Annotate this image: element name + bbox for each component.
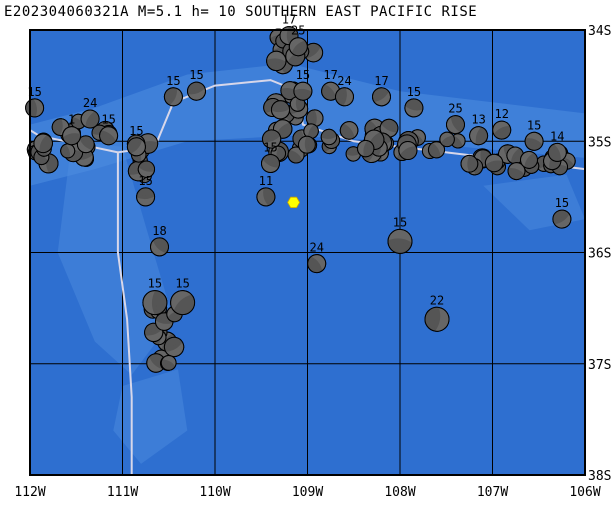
event-depth-label: 15 — [166, 74, 180, 88]
event-depth-label: 15 — [138, 174, 152, 188]
beachball — [187, 81, 206, 101]
beachball — [404, 98, 424, 118]
event-depth-label: 14 — [550, 129, 564, 143]
beachball — [256, 187, 276, 207]
longitude-label: 108W — [384, 485, 415, 500]
beachball — [520, 150, 538, 169]
beachball — [142, 290, 168, 316]
beachball — [424, 306, 450, 332]
latitude-label: 38S — [588, 469, 611, 484]
beachball — [287, 146, 305, 164]
event-depth-label: 15 — [27, 85, 41, 99]
event-depth-label: 24 — [83, 96, 97, 110]
beachball — [126, 137, 146, 157]
event-depth-label: 15 — [175, 277, 189, 291]
beachball — [345, 146, 361, 162]
event-depth-label: 15 — [263, 141, 277, 155]
beachball — [51, 118, 70, 136]
beachball — [80, 109, 100, 129]
event-depth-label: 17 — [374, 74, 388, 88]
beachball — [484, 153, 504, 173]
transform-fault — [116, 152, 133, 475]
beachball — [387, 228, 413, 254]
event-depth-label: 18 — [152, 224, 166, 238]
beachball — [99, 126, 119, 146]
beachball — [372, 87, 391, 107]
beachball — [261, 154, 280, 173]
longitude-label: 107W — [477, 485, 508, 500]
beachball — [136, 187, 156, 207]
beachball — [293, 81, 313, 101]
beachball — [297, 135, 316, 154]
beachball — [160, 355, 177, 371]
event-depth-label: 15 — [296, 68, 310, 82]
beachball — [339, 121, 359, 140]
beachball — [547, 142, 567, 162]
event-depth-label: 15 — [148, 277, 162, 291]
beachball — [137, 160, 156, 178]
beachball — [150, 237, 169, 257]
map-frame — [29, 29, 586, 476]
beachball — [33, 133, 53, 154]
event-depth-label: 17 — [282, 13, 296, 27]
event-depth-label: 22 — [430, 293, 444, 307]
latitude-label: 35S — [588, 135, 611, 150]
beachball — [60, 143, 76, 159]
event-depth-label: 15 — [189, 68, 203, 82]
beachball — [439, 131, 455, 148]
beachball — [307, 254, 327, 274]
event-depth-label: 15 — [101, 113, 115, 127]
beachball — [170, 290, 196, 316]
beachball — [446, 115, 465, 135]
event-depth-label: 15 — [407, 85, 421, 99]
longitude-label: 111W — [107, 485, 138, 500]
beachball — [305, 109, 324, 128]
beachball — [303, 123, 319, 139]
map-title: E202304060321A M=5.1 h= 10 SOUTHERN EAST… — [4, 4, 478, 20]
event-depth-label: 15 — [555, 196, 569, 210]
shallow-area — [57, 141, 174, 375]
epicenter-star — [287, 196, 301, 209]
latitude-label: 34S — [588, 24, 611, 39]
beachball — [163, 87, 183, 107]
beachball — [320, 128, 338, 146]
event-depth-label: 17 — [323, 68, 337, 82]
event-depth-label: 12 — [495, 107, 509, 121]
event-depth-label: 15 — [129, 124, 143, 138]
beachball — [270, 100, 291, 120]
plate-boundary — [29, 79, 586, 475]
beachball — [163, 336, 185, 358]
event-depth-label: 15 — [527, 118, 541, 132]
axis-labels: 112W 111W 110W 109W 108W 107W 106W 34S 35S 36S 37S… — [14, 24, 611, 500]
event-depth-label: 13 — [471, 113, 485, 127]
longitude-label: 112W — [14, 485, 45, 500]
event-depth-label: 1 — [68, 113, 75, 127]
beachball — [524, 131, 544, 151]
event-depth-label: 24 — [337, 74, 351, 88]
latitude-label: 36S — [588, 247, 611, 262]
beachball — [427, 141, 446, 159]
beachball — [266, 50, 287, 72]
beachball — [62, 126, 82, 146]
event-depth-label: 24 — [310, 241, 324, 255]
beachball — [335, 87, 354, 107]
beachball — [288, 37, 308, 57]
event-depth-label: 25 — [448, 102, 462, 116]
beachball — [398, 140, 418, 161]
beachball — [552, 209, 572, 229]
beachball — [469, 126, 489, 146]
beachball — [357, 139, 375, 158]
longitude-label: 110W — [199, 485, 230, 500]
event-depth-label: 11 — [259, 174, 273, 188]
beachball — [379, 118, 399, 138]
beachball — [460, 154, 479, 173]
latitude-label: 37S — [588, 358, 611, 373]
beachball — [507, 162, 526, 181]
longitude-label: 109W — [292, 485, 323, 500]
longitude-label: 106W — [569, 485, 600, 500]
event-depth-label: 15 — [393, 215, 407, 229]
beachball — [492, 120, 512, 140]
